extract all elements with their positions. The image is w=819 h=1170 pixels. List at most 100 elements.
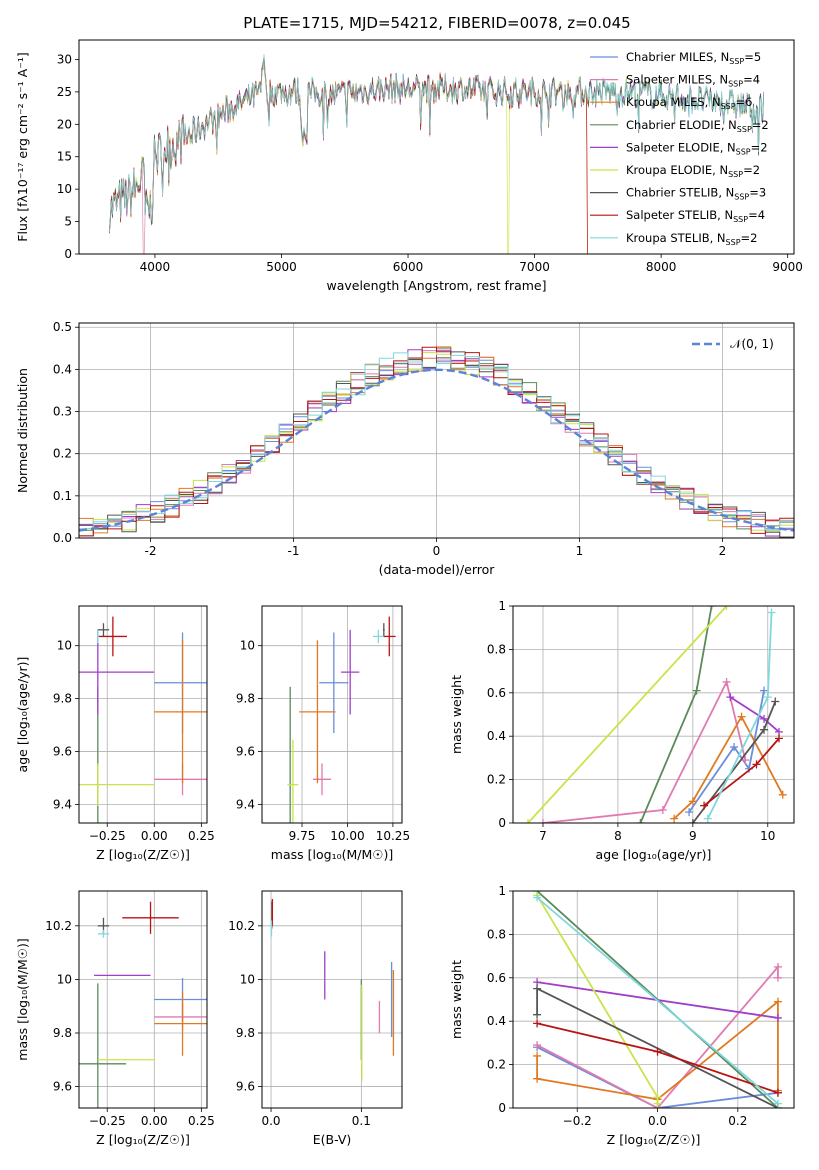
spectrum-series-line (109, 55, 588, 254)
plus-marker (767, 608, 776, 617)
plot-frame (261, 605, 403, 824)
plus-marker (773, 1013, 782, 1022)
y-axis-label: age [log₁₀(age/yr)] (15, 657, 30, 773)
plus-marker (775, 734, 784, 743)
plot-frame (512, 890, 795, 1109)
legend-suffix: =6 (736, 95, 753, 109)
plus-marker (533, 1074, 542, 1083)
plot-frame (512, 605, 795, 824)
mass-weight-vs-age-panel: 7 8 9 10 0 0.2 0.4 0.6 0.8 1 age [log₁₀(age/yr)] ma… (449, 599, 795, 862)
plus-marker (670, 814, 679, 823)
plus-marker (523, 819, 532, 823)
weight-series-line (688, 690, 765, 813)
x-tick-label: 9000 (772, 260, 803, 274)
y-tick-label: 9.8 (53, 1026, 72, 1040)
x-tick-label: 7000 (519, 260, 550, 274)
legend-subscript: SSP (729, 57, 744, 66)
legend-subscript: SSP (728, 80, 743, 89)
plus-marker (692, 686, 701, 695)
y-tick-label: 0.2 (53, 447, 72, 461)
plus-marker (722, 677, 731, 686)
y-tick-label: 1 (498, 599, 506, 613)
y-tick-label: 10.2 (228, 919, 255, 933)
legend-label: Salpeter ELODIE, NSSP=2 (626, 140, 768, 156)
plus-marker (760, 686, 769, 695)
x-axis-label: E(B-V) (313, 1132, 352, 1147)
x-axis-label: wavelength [Angstrom, rest frame] (326, 278, 546, 293)
legend-label: Salpeter STELIB, NSSP=4 (626, 208, 765, 224)
y-tick-label: 0.2 (487, 773, 506, 787)
plus-marker (636, 819, 645, 823)
residuals-panel: -2 -1 0 1 2 0.0 0.1 0.2 0.3 0.4 0.5 (data-model)/er… (15, 320, 795, 577)
plus-marker (773, 973, 782, 982)
x-axis-label: Z [log₁₀(Z/Z☉)] (96, 847, 190, 862)
plus-marker (533, 1041, 542, 1050)
legend-subscript: SSP (736, 147, 751, 156)
y-tick-label: 10.2 (45, 919, 72, 933)
y-axis-label: mass [log₁₀(M/M☉)] (15, 938, 30, 1060)
y-tick-label: 5 (64, 215, 72, 229)
plus-marker (752, 760, 761, 769)
legend-subscript: SSP (733, 215, 748, 224)
x-tick-label: 4000 (140, 260, 171, 274)
legend-name: Chabrier ELODIE, N (626, 118, 737, 132)
y-tick-label: 0.6 (487, 686, 506, 700)
plus-marker (533, 1019, 542, 1028)
y-tick-label: 0.6 (487, 971, 506, 985)
weight-series-line (536, 1046, 779, 1108)
legend-name: Salpeter MILES, N (626, 73, 728, 87)
legend-subscript: SSP (726, 238, 741, 247)
spectrum-panel: 4000 5000 6000 7000 8000 9000 0 5 10 15 20 25 30 wave… (15, 39, 803, 293)
legend-label: Salpeter MILES, NSSP=4 (626, 73, 760, 89)
y-tick-label: 0.0 (53, 531, 72, 545)
x-tick-label: −0.2 (563, 1114, 592, 1128)
y-axis-label: mass weight (449, 960, 464, 1039)
legend-subscript: SSP (728, 170, 743, 179)
y-tick-label: 0.5 (53, 320, 72, 334)
plus-marker (763, 693, 772, 702)
x-axis-label: Z [log₁₀(Z/Z☉)] (607, 1132, 701, 1147)
plus-marker (773, 1099, 782, 1108)
x-tick-label: 1 (576, 544, 584, 558)
y-tick-label: 9.6 (53, 1080, 72, 1094)
x-tick-label: 10.25 (376, 829, 410, 843)
y-tick-label: 9.4 (236, 797, 255, 811)
y-tick-label: 10 (240, 639, 255, 653)
plus-marker (773, 1088, 782, 1097)
x-axis-label: mass [log₁₀(M/M☉)] (271, 847, 393, 862)
x-tick-label: 10.00 (330, 829, 364, 843)
x-axis-label: Z [log₁₀(Z/Z☉)] (96, 1132, 190, 1147)
legend-suffix: =3 (749, 186, 766, 200)
plus-marker (700, 801, 709, 810)
y-axis-label: mass weight (449, 675, 464, 754)
y-tick-label: 10 (57, 639, 72, 653)
y-tick-label: 0.2 (487, 1058, 506, 1072)
legend-subscript: SSP (721, 102, 736, 111)
plus-marker (703, 814, 712, 823)
x-tick-label: 9.75 (289, 829, 316, 843)
plot-area (533, 891, 782, 1108)
y-tick-label: 0 (498, 1101, 506, 1115)
plus-marker (533, 1051, 542, 1060)
plot-frame (78, 39, 795, 255)
plus-marker (653, 1047, 662, 1056)
figure-title: PLATE=1715, MJD=54212, FIBERID=0078, z=0… (243, 14, 630, 32)
legend-suffix: =2 (743, 163, 760, 177)
legend-label: 𝒩(0, 1) (730, 337, 774, 351)
weight-series-line (639, 606, 713, 823)
weight-series-line (706, 612, 773, 820)
y-tick-label: 9.6 (236, 745, 255, 759)
x-tick-label: 8 (614, 829, 622, 843)
plot-frame (261, 890, 403, 1109)
y-tick-label: 1 (498, 884, 506, 898)
mass-vs-z-panel: −0.25 0.00 0.25 9.6 9.8 10 10.2 Z [log₁₀(Z/Z☉)]… (15, 890, 215, 1147)
legend-label: Chabrier STELIB, NSSP=3 (626, 186, 766, 202)
legend-name: Chabrier MILES, N (626, 50, 729, 64)
plot-frame (78, 890, 208, 1109)
plot-area (270, 899, 395, 1082)
x-tick-label: 0.0 (261, 1114, 280, 1128)
y-tick-label: 10 (240, 972, 255, 986)
plus-marker (688, 797, 697, 806)
x-tick-label: 2 (719, 544, 727, 558)
